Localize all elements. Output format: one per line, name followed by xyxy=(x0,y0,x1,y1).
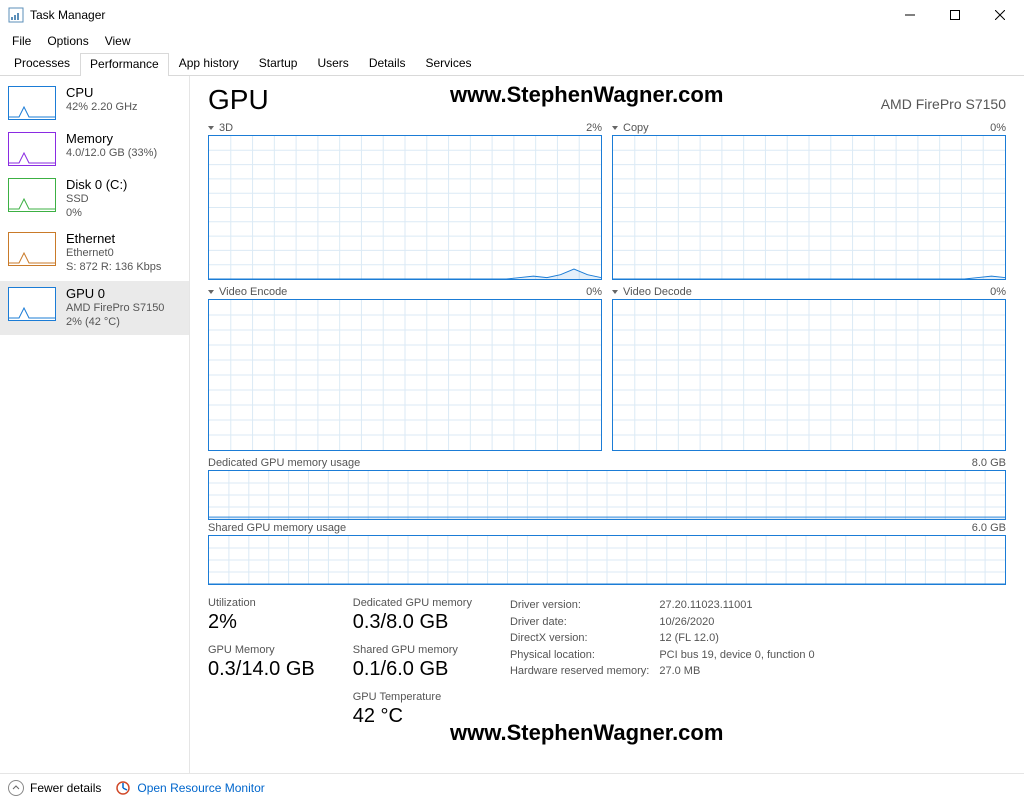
resmon-icon xyxy=(115,780,131,796)
chart-pct: 0% xyxy=(586,286,602,298)
tabbar: ProcessesPerformanceApp historyStartupUs… xyxy=(0,52,1024,76)
chart-pct: 2% xyxy=(586,122,602,134)
info-value: 27.0 MB xyxy=(659,663,814,680)
chart-box xyxy=(208,135,602,280)
chart-scale: 8.0 GB xyxy=(972,457,1006,469)
chart-box xyxy=(208,535,1006,585)
chart-label[interactable]: Video Encode xyxy=(208,286,287,298)
sidebar-item[interactable]: EthernetEthernet0S: 872 R: 136 Kbps xyxy=(0,226,189,280)
sidebar-item-title: Disk 0 (C:) xyxy=(66,178,127,193)
sidebar-item-title: Memory xyxy=(66,132,157,147)
chart-pct: 0% xyxy=(990,122,1006,134)
stat-label: Dedicated GPU memory xyxy=(353,597,472,609)
chart-box xyxy=(208,299,602,451)
sidebar-item-sub: 0% xyxy=(66,207,127,221)
titlebar: Task Manager xyxy=(0,0,1024,30)
sidebar-item-sub: 2% (42 °C) xyxy=(66,316,164,330)
sidebar-item-sub: 4.0/12.0 GB (33%) xyxy=(66,147,157,161)
chevron-down-icon xyxy=(208,290,214,294)
sidebar: CPU42% 2.20 GHzMemory4.0/12.0 GB (33%)Di… xyxy=(0,76,190,773)
page-title: GPU xyxy=(208,84,269,116)
stat-label: Shared GPU memory xyxy=(353,644,472,656)
menu-view[interactable]: View xyxy=(97,32,139,50)
sidebar-item[interactable]: GPU 0AMD FirePro S71502% (42 °C) xyxy=(0,281,189,335)
menu-file[interactable]: File xyxy=(4,32,39,50)
sidebar-item-title: Ethernet xyxy=(66,232,161,247)
sidebar-item-sub: S: 872 R: 136 Kbps xyxy=(66,261,161,275)
info-label: Driver version: xyxy=(510,597,649,614)
maximize-button[interactable] xyxy=(932,0,977,30)
chart-pct: 0% xyxy=(990,286,1006,298)
stat-value: 0.1/6.0 GB xyxy=(353,658,472,681)
sidebar-item[interactable]: Disk 0 (C:)SSD0% xyxy=(0,172,189,226)
close-button[interactable] xyxy=(977,0,1022,30)
info-value: PCI bus 19, device 0, function 0 xyxy=(659,647,814,664)
tab-users[interactable]: Users xyxy=(307,52,358,75)
info-value: 10/26/2020 xyxy=(659,614,814,631)
stat-value: 42 °C xyxy=(353,705,472,728)
fewer-details-link[interactable]: Fewer details xyxy=(30,781,101,795)
info-label: Driver date: xyxy=(510,614,649,631)
thumb-icon xyxy=(8,287,56,321)
stat-value: 2% xyxy=(208,611,315,634)
main-panel: GPU AMD FirePro S7150 3D 2% Copy 0% Video En… xyxy=(190,76,1024,773)
chart-label: Dedicated GPU memory usage xyxy=(208,457,360,469)
sidebar-item-sub: SSD xyxy=(66,193,127,207)
thumb-icon xyxy=(8,132,56,166)
chart-box xyxy=(612,299,1006,451)
chevron-down-icon xyxy=(612,290,618,294)
menubar: FileOptionsView xyxy=(0,30,1024,52)
sidebar-item-sub: AMD FirePro S7150 xyxy=(66,302,164,316)
stat-value: 0.3/8.0 GB xyxy=(353,611,472,634)
thumb-icon xyxy=(8,178,56,212)
thumb-icon xyxy=(8,232,56,266)
window-title: Task Manager xyxy=(30,8,887,22)
info-label: Hardware reserved memory: xyxy=(510,663,649,680)
chevron-down-icon xyxy=(208,126,214,130)
stat-value: 0.3/14.0 GB xyxy=(208,658,315,681)
window-controls xyxy=(887,0,1022,30)
sidebar-item[interactable]: Memory4.0/12.0 GB (33%) xyxy=(0,126,189,172)
chart-label[interactable]: Copy xyxy=(612,122,649,134)
sidebar-item-sub: 42% 2.20 GHz xyxy=(66,101,138,115)
info-value: 27.20.11023.11001 xyxy=(659,597,814,614)
chart-scale: 6.0 GB xyxy=(972,522,1006,534)
sidebar-item-title: GPU 0 xyxy=(66,287,164,302)
menu-options[interactable]: Options xyxy=(39,32,96,50)
chart-label[interactable]: 3D xyxy=(208,122,233,134)
stat-label: Utilization xyxy=(208,597,315,609)
app-icon xyxy=(8,7,24,23)
chart-label: Shared GPU memory usage xyxy=(208,522,346,534)
info-label: Physical location: xyxy=(510,647,649,664)
stat-label: GPU Memory xyxy=(208,644,315,656)
open-resource-monitor-link[interactable]: Open Resource Monitor xyxy=(137,781,264,795)
chevron-up-icon[interactable] xyxy=(8,780,24,796)
tab-performance[interactable]: Performance xyxy=(80,53,169,76)
info-value: 12 (FL 12.0) xyxy=(659,630,814,647)
sidebar-item[interactable]: CPU42% 2.20 GHz xyxy=(0,80,189,126)
gpu-name: AMD FirePro S7150 xyxy=(881,96,1006,112)
minimize-button[interactable] xyxy=(887,0,932,30)
thumb-icon xyxy=(8,86,56,120)
tab-processes[interactable]: Processes xyxy=(4,52,80,75)
chart-label[interactable]: Video Decode xyxy=(612,286,692,298)
sidebar-item-sub: Ethernet0 xyxy=(66,247,161,261)
chevron-down-icon xyxy=(612,126,618,130)
stat-label: GPU Temperature xyxy=(353,691,472,703)
tab-startup[interactable]: Startup xyxy=(249,52,308,75)
footer: Fewer details Open Resource Monitor xyxy=(0,773,1024,801)
tab-services[interactable]: Services xyxy=(416,52,482,75)
sidebar-item-title: CPU xyxy=(66,86,138,101)
chart-box xyxy=(208,470,1006,520)
info-label: DirectX version: xyxy=(510,630,649,647)
tab-details[interactable]: Details xyxy=(359,52,416,75)
tab-app-history[interactable]: App history xyxy=(169,52,249,75)
chart-box xyxy=(612,135,1006,280)
